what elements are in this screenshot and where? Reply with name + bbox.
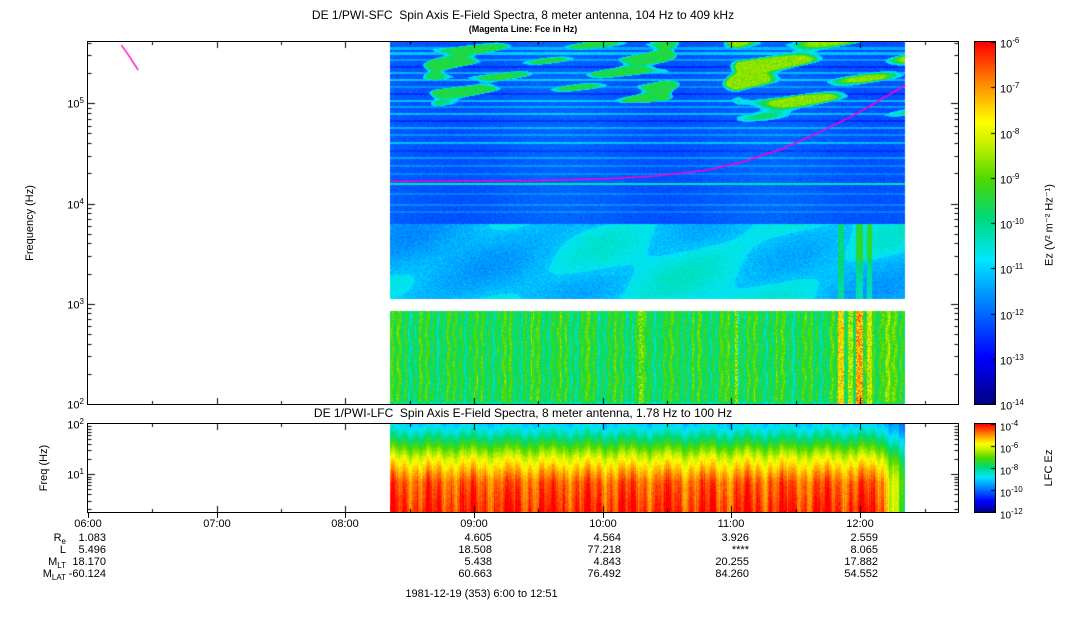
date-range-caption: 1981-12-19 (353) 6:00 to 12:51 [405, 588, 558, 600]
sfc-y-tick-label: 102 [67, 397, 84, 412]
lfc-colorbar-tick-label: 10-6 [1000, 441, 1019, 456]
time-tick-label: 12:00 [846, 518, 874, 530]
sfc-y-tick-label: 104 [67, 197, 84, 212]
lfc-colorbar-tick-label: 10-8 [1000, 463, 1019, 478]
ephemeris-value: 8.065 [850, 544, 878, 556]
time-tick-label: 10:00 [589, 518, 617, 530]
ephemeris-value: 4.605 [464, 532, 492, 544]
sfc-title: DE 1/PWI-SFC Spin Axis E-Field Spectra, … [311, 8, 735, 22]
time-tick-label: 06:00 [74, 518, 102, 530]
time-tick [731, 513, 732, 518]
sfc-y-axis-label: Frequency (Hz) [24, 185, 36, 261]
ephemeris-value: **** [731, 544, 749, 556]
sfc-colorbar-tick-label: 10-6 [1000, 36, 1020, 51]
ephemeris-row-label: MLAT [42, 568, 66, 583]
sfc-colorbar-tick-label: 10-10 [1000, 217, 1024, 232]
sfc-colorbar-tick-label: 10-12 [1000, 308, 1024, 323]
lfc-colorbar-tick-label: 10-10 [1000, 485, 1023, 500]
lfc-colorbar-frame [974, 423, 996, 513]
ephemeris-value: 4.564 [593, 532, 621, 544]
time-tick [860, 513, 861, 518]
sfc-colorbar-tick-label: 10-8 [1000, 127, 1020, 142]
ephemeris-value: 1.083 [78, 532, 106, 544]
time-tick [603, 513, 604, 518]
ephemeris-value: 4.843 [593, 556, 621, 568]
ephemeris-row-label: Re [53, 532, 66, 547]
lfc-colorbar-tick-label: 10-4 [1000, 419, 1019, 434]
sfc-y-tick-label: 105 [67, 96, 84, 111]
lfc-colorbar-gradient [975, 424, 995, 512]
sfc-colorbar-gradient [975, 42, 995, 404]
lfc-y-tick-label: 101 [67, 467, 84, 482]
sfc-colorbar-tick-label: 10-9 [1000, 172, 1020, 187]
sfc-colorbar-tick-label: 10-7 [1000, 81, 1020, 96]
sfc-y-tick-label: 103 [67, 297, 84, 312]
ephemeris-row-label: MLT [48, 556, 66, 571]
ephemeris-value: 76.492 [587, 568, 621, 580]
sfc-colorbar-frame [974, 41, 996, 405]
ephemeris-value: 77.218 [587, 544, 621, 556]
sfc-colorbar-tick-label: 10-13 [1000, 353, 1024, 368]
sfc-spectrogram-image [88, 42, 958, 404]
ephemeris-value: 3.926 [721, 532, 749, 544]
ephemeris-row-label: L [59, 544, 66, 556]
ephemeris-value: 20.255 [715, 556, 749, 568]
lfc-y-tick-label: 102 [67, 417, 84, 432]
sfc-subtitle: (Magenta Line: Fce in Hz) [468, 24, 578, 34]
ephemeris-value: 5.496 [78, 544, 106, 556]
ephemeris-value: 60.663 [458, 568, 492, 580]
time-tick-label: 08:00 [331, 518, 359, 530]
ephemeris-value: 18.170 [72, 556, 106, 568]
ephemeris-value: 17.882 [844, 556, 878, 568]
lfc-colorbar-tick-label: 10-12 [1000, 507, 1023, 522]
time-tick [217, 513, 218, 518]
sfc-plot-frame [87, 41, 959, 405]
lfc-spectrogram-image [88, 424, 958, 512]
time-tick-label: 09:00 [460, 518, 488, 530]
time-tick-label: 07:00 [203, 518, 231, 530]
ephemeris-value: 2.559 [850, 532, 878, 544]
sfc-colorbar-tick-label: 10-14 [1000, 398, 1024, 413]
ephemeris-value: 54.552 [844, 568, 878, 580]
lfc-title: DE 1/PWI-LFC Spin Axis E-Field Spectra, … [313, 406, 733, 420]
time-tick [474, 513, 475, 518]
ephemeris-value: 84.260 [715, 568, 749, 580]
time-tick [88, 513, 89, 518]
time-tick-label: 11:00 [717, 518, 745, 530]
lfc-plot-frame [87, 423, 959, 513]
ephemeris-value: -60.124 [68, 568, 106, 580]
sfc-colorbar-tick-label: 10-11 [1000, 262, 1024, 277]
ephemeris-value: 18.508 [458, 544, 492, 556]
time-tick [345, 513, 346, 518]
ephemeris-value: 5.438 [464, 556, 492, 568]
